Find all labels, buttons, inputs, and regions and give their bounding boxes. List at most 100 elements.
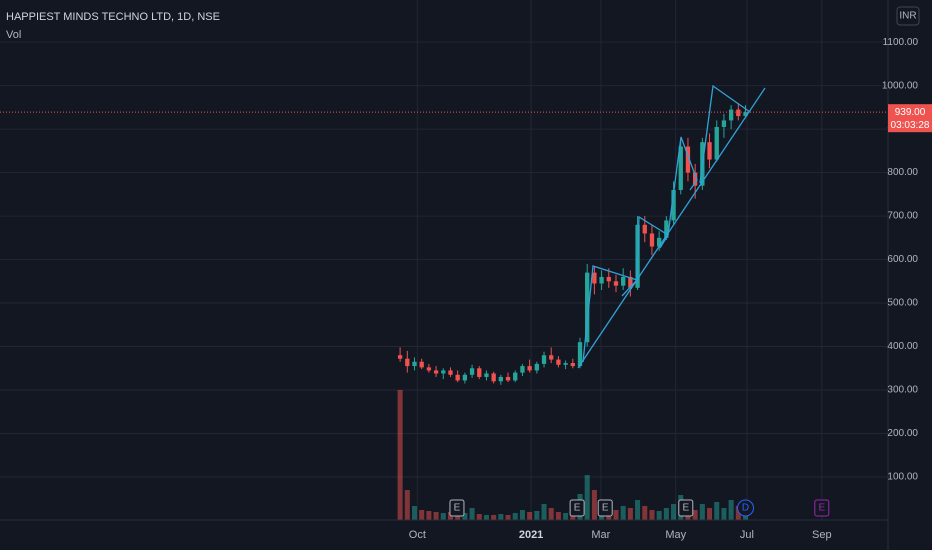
countdown: 03:03:28 <box>891 120 930 131</box>
candle-body <box>692 172 698 186</box>
event-label: E <box>818 503 825 514</box>
candle-body <box>613 281 619 286</box>
event-marker[interactable] <box>678 499 694 517</box>
candle-body <box>426 367 432 371</box>
volume-bar <box>411 506 418 520</box>
candle-body <box>664 220 669 238</box>
volume-bar <box>483 515 489 520</box>
volume-bar <box>735 506 741 520</box>
candle-body <box>743 112 748 117</box>
candle-body <box>477 368 482 377</box>
volume-bar <box>519 510 525 520</box>
last-price-label: 939.00 <box>895 107 926 118</box>
volume-bar <box>714 502 720 520</box>
volume-bar <box>505 515 511 520</box>
candle-body <box>513 372 518 381</box>
event-label: E <box>454 503 461 514</box>
candle-body <box>549 355 554 360</box>
candle-body <box>462 374 468 381</box>
candle-body <box>556 359 561 365</box>
candle-body <box>455 374 460 381</box>
x-tick-label: 2021 <box>519 529 543 541</box>
volume-bar <box>433 512 439 520</box>
volume-bar <box>419 510 425 520</box>
pattern-line <box>699 84 751 184</box>
candle-body <box>714 126 719 160</box>
event-marker[interactable] <box>814 499 830 517</box>
trend-line <box>577 87 766 369</box>
candle-body <box>685 146 691 173</box>
volume-bar <box>671 504 677 520</box>
candle-body <box>657 237 662 247</box>
candle-body <box>671 190 676 221</box>
candle-body <box>592 272 597 284</box>
volume-bar <box>404 490 410 520</box>
x-tick-label: Jul <box>740 529 754 541</box>
candle-body <box>469 368 475 375</box>
candle-body <box>585 272 590 343</box>
candle-body <box>721 120 727 127</box>
candle-body <box>498 376 504 382</box>
y-tick-label: 700.00 <box>887 211 918 222</box>
volume-bar <box>440 513 446 520</box>
candle-body <box>642 224 647 234</box>
event-marker[interactable] <box>569 499 585 517</box>
volume-bar <box>548 508 554 520</box>
currency[interactable]: INR <box>899 11 916 22</box>
currency-box[interactable] <box>896 6 920 26</box>
volume-bar <box>397 390 403 520</box>
last-price-box <box>888 104 932 133</box>
volume-bar <box>462 513 468 520</box>
candle-body <box>577 342 583 367</box>
volume-bar <box>642 506 648 520</box>
event-label: E <box>602 503 609 514</box>
candle-body <box>419 361 424 368</box>
candle-body <box>441 370 446 374</box>
volume-bar <box>613 510 619 520</box>
candle-body <box>520 366 525 373</box>
x-tick-label: Mar <box>591 529 610 541</box>
volume-bar <box>620 506 626 520</box>
candle-body <box>484 373 489 377</box>
volume-bar <box>527 512 533 520</box>
event-marker[interactable] <box>737 499 755 517</box>
volume-bar <box>426 511 432 520</box>
volume-bar <box>534 511 540 520</box>
candle-body <box>527 366 532 371</box>
volume-bar <box>663 508 669 520</box>
volume-bar <box>656 511 662 520</box>
axes: 100.00 200.00 300.00 400.00 500.00 600.00 700.… <box>0 37 932 541</box>
y-tick-label: 600.00 <box>887 254 918 265</box>
volume-bar <box>555 512 561 520</box>
volume-bar <box>584 475 590 520</box>
volume-bar <box>491 515 497 520</box>
y-tick-label: 100.00 <box>887 472 918 483</box>
volume-bar <box>498 514 504 520</box>
volume-bar <box>728 500 734 520</box>
drawings <box>577 84 766 369</box>
volume-bar <box>635 500 641 520</box>
volume-bar <box>649 510 655 520</box>
volume-label: Vol <box>6 29 21 41</box>
event-marker[interactable] <box>449 499 465 517</box>
chart-title: HAPPIEST MINDS TECHNO LTD, 1D, NSE <box>6 11 220 23</box>
y-tick-label: 1100.00 <box>883 37 919 48</box>
volume-bar <box>721 508 727 520</box>
volume-bar <box>563 513 569 520</box>
y-tick-label: 400.00 <box>887 341 918 352</box>
candle-body <box>736 109 741 117</box>
event-marker[interactable] <box>597 499 613 517</box>
candle-body <box>534 363 539 371</box>
candle-body <box>541 355 547 364</box>
y-tick-label: 300.00 <box>887 385 918 396</box>
x-tick-label: May <box>665 529 686 541</box>
pattern-line <box>582 265 639 363</box>
volume-bar <box>476 514 482 520</box>
candle-body <box>491 373 496 382</box>
candle-body <box>599 276 604 284</box>
y-tick-label: 500.00 <box>887 298 918 309</box>
volume-bar <box>541 504 547 520</box>
y-tick-label: 200.00 <box>887 428 918 439</box>
candle-body <box>621 276 626 286</box>
